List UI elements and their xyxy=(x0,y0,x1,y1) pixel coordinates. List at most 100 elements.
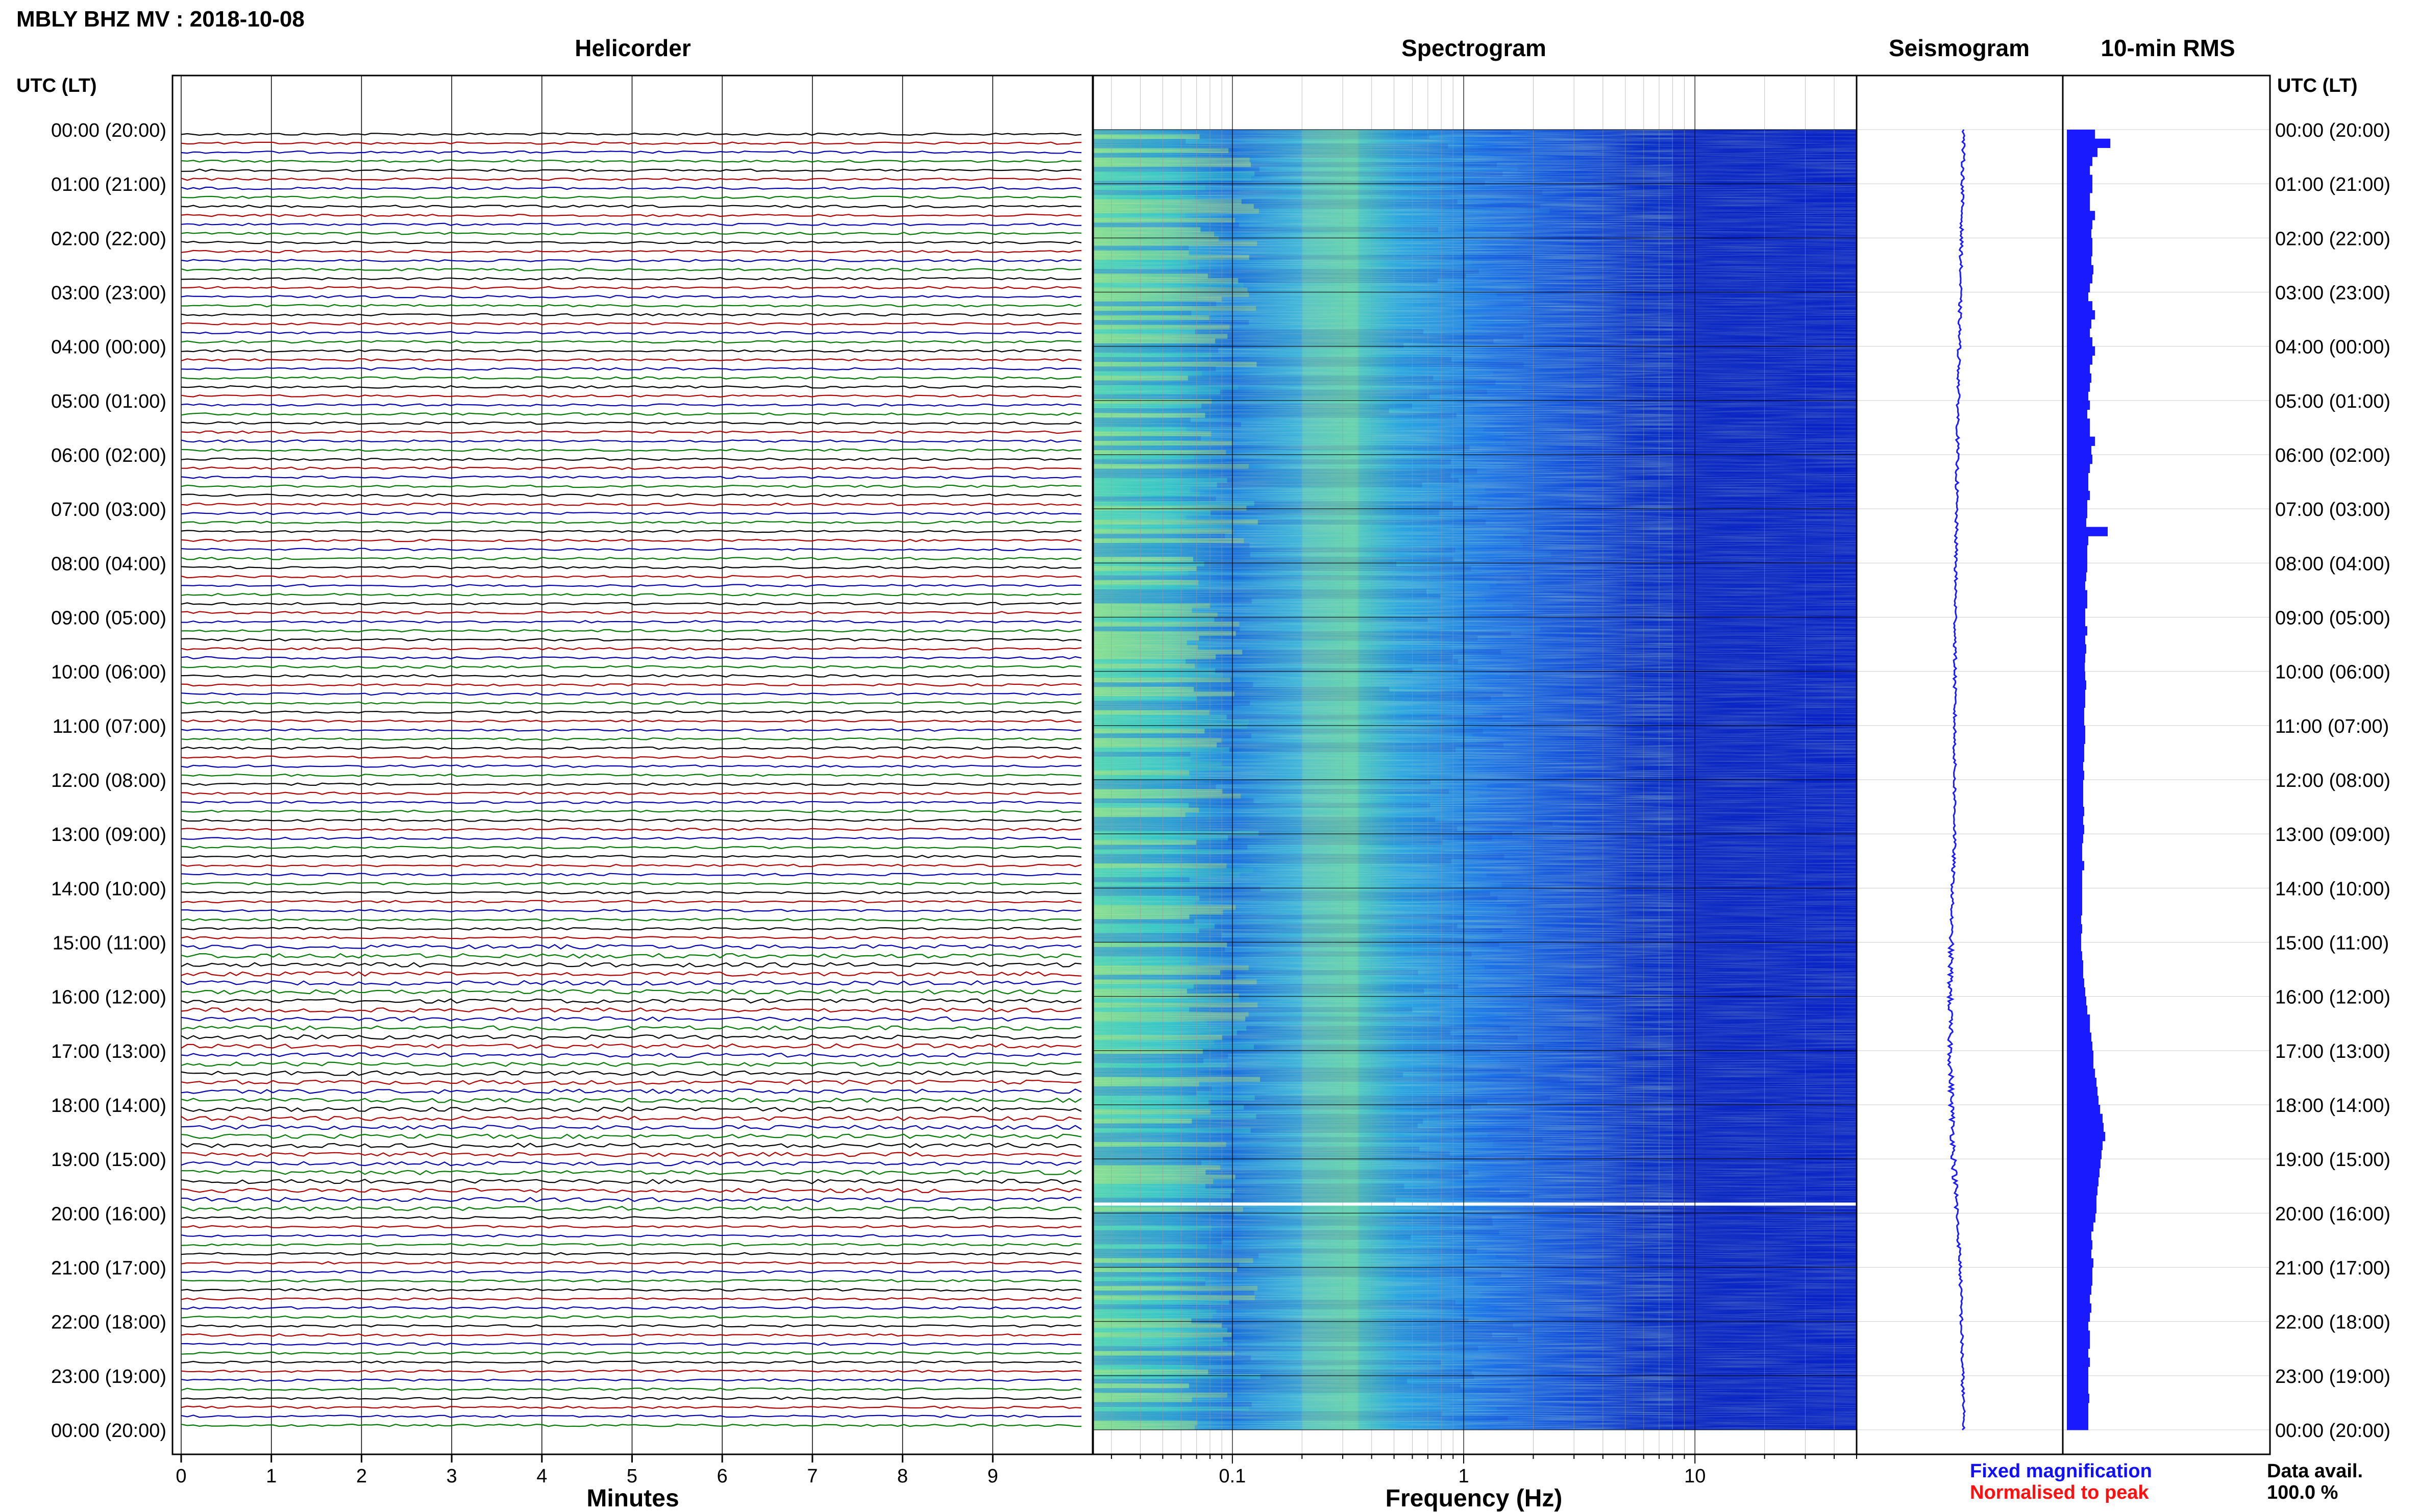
time-label-right: 00:00 (20:00) xyxy=(2275,120,2390,141)
helicorder-trace xyxy=(181,1206,1082,1211)
helicorder-trace xyxy=(181,412,1082,416)
helicorder-x-tick-label: 3 xyxy=(447,1466,457,1487)
rms-bar xyxy=(2067,780,2083,789)
helicorder-trace xyxy=(181,1270,1082,1274)
rms-bar xyxy=(2067,626,2087,636)
helicorder-trace xyxy=(181,971,1082,977)
rms-bar xyxy=(2067,238,2092,247)
time-label-left: 20:00 (16:00) xyxy=(51,1203,166,1225)
rms-bar xyxy=(2067,301,2092,311)
rms-bar xyxy=(2067,1231,2091,1241)
helicorder-trace xyxy=(181,421,1082,425)
rms-bar xyxy=(2067,807,2084,816)
rms-bar xyxy=(2067,798,2083,807)
helicorder-x-tick-label: 5 xyxy=(627,1466,637,1487)
helicorder-trace xyxy=(181,548,1082,552)
rms-bar xyxy=(2067,1213,2095,1223)
helicorder-trace xyxy=(181,719,1082,723)
rms-bar xyxy=(2067,1258,2093,1268)
rms-bar xyxy=(2067,788,2083,798)
time-label-left: 16:00 (12:00) xyxy=(51,987,166,1008)
rms-bar xyxy=(2067,283,2090,293)
rms-bar xyxy=(2067,987,2085,997)
helicorder-trace xyxy=(181,701,1082,705)
time-label-left: 00:00 (20:00) xyxy=(51,120,166,141)
rms-bar xyxy=(2067,888,2082,898)
rms-bar xyxy=(2067,364,2090,374)
rms-bar xyxy=(2067,879,2082,888)
time-label-right: 21:00 (17:00) xyxy=(2275,1258,2390,1279)
rms-bar xyxy=(2067,138,2110,148)
time-label-left: 08:00 (04:00) xyxy=(51,553,166,575)
spectrogram-panel: 0.1 1 10 Frequency (Hz) xyxy=(1092,75,1858,1512)
helicorder-traces xyxy=(181,132,1082,1427)
rms-bar xyxy=(2067,165,2090,176)
time-label-right: 15:00 (11:00) xyxy=(2275,933,2389,954)
helicorder-trace xyxy=(181,1324,1082,1328)
rms-bar xyxy=(2067,1059,2093,1069)
helicorder-trace xyxy=(181,186,1082,190)
rms-bar xyxy=(2067,590,2087,600)
rms-bar xyxy=(2067,1105,2100,1114)
helicorder-trace xyxy=(181,819,1082,822)
rms-bar xyxy=(2067,996,2086,1006)
rms-bar xyxy=(2067,1348,2088,1358)
helicorder-trace xyxy=(181,1234,1082,1237)
rms-bar xyxy=(2067,563,2087,573)
time-label-left: 07:00 (03:00) xyxy=(51,499,166,520)
helicorder-trace xyxy=(181,1070,1082,1076)
time-label-right: 06:00 (02:00) xyxy=(2275,445,2390,466)
rms-bar xyxy=(2067,229,2091,238)
helicorder-trace xyxy=(181,909,1082,912)
rms-bar xyxy=(2067,1023,2090,1033)
helicorder-trace xyxy=(181,367,1082,371)
helicorder-trace xyxy=(181,394,1082,398)
rms-bar xyxy=(2067,852,2082,861)
time-label-right: 13:00 (09:00) xyxy=(2275,824,2390,846)
rms-bar xyxy=(2067,1249,2091,1259)
helicorder-x-tick-label: 1 xyxy=(266,1466,277,1487)
helicorder-trace xyxy=(181,846,1082,850)
rms-bar xyxy=(2067,1303,2091,1313)
rms-bar xyxy=(2067,734,2085,744)
helicorder-trace xyxy=(181,349,1082,353)
helicorder-trace xyxy=(181,918,1082,922)
right-axis-label: UTC (LT) xyxy=(2277,75,2358,96)
helicorder-trace xyxy=(181,1378,1082,1382)
rms-bar xyxy=(2067,1069,2095,1078)
helicorder-trace xyxy=(181,430,1082,434)
helicorder-trace xyxy=(181,232,1082,235)
time-label-left: 23:00 (19:00) xyxy=(51,1366,166,1387)
time-label-left: 11:00 (07:00) xyxy=(53,716,166,737)
time-label-right: 22:00 (18:00) xyxy=(2275,1312,2390,1333)
helicorder-trace xyxy=(181,746,1082,750)
time-label-left: 21:00 (17:00) xyxy=(51,1258,166,1279)
rms-bar xyxy=(2067,1285,2091,1295)
rms-bar xyxy=(2067,427,2090,437)
time-label-right: 03:00 (23:00) xyxy=(2275,283,2390,304)
rms-bar xyxy=(2067,319,2091,329)
helicorder-trace xyxy=(181,755,1082,759)
helicorder-trace xyxy=(181,304,1082,308)
helicorder-trace xyxy=(181,322,1082,326)
helicorder-trace xyxy=(181,1216,1082,1220)
helicorder-trace xyxy=(181,493,1082,497)
left-time-labels: 00:00 (20:00) 01:00 (21:00) 02:00 (22:00) 0… xyxy=(51,120,166,1442)
helicorder-trace xyxy=(181,1396,1082,1400)
helicorder-trace xyxy=(181,1079,1082,1085)
helicorder-trace xyxy=(181,1124,1082,1130)
rms-bar xyxy=(2067,1005,2087,1015)
helicorder-trace xyxy=(181,602,1082,606)
time-label-left: 02:00 (22:00) xyxy=(51,228,166,250)
helicorder-trace xyxy=(181,1415,1082,1418)
rms-bar xyxy=(2067,951,2082,961)
rms-bar xyxy=(2067,1113,2103,1123)
helicorder-trace xyxy=(181,286,1082,289)
helicorder-trace xyxy=(181,773,1082,777)
time-label-left: 03:00 (23:00) xyxy=(51,283,166,304)
rms-bar xyxy=(2067,1340,2090,1349)
legend-normalised-to-peak: Normalised to peak xyxy=(1970,1482,2149,1503)
spectrogram-x-tick-label: 0.1 xyxy=(1219,1466,1246,1487)
helicorder-trace xyxy=(181,1351,1082,1355)
